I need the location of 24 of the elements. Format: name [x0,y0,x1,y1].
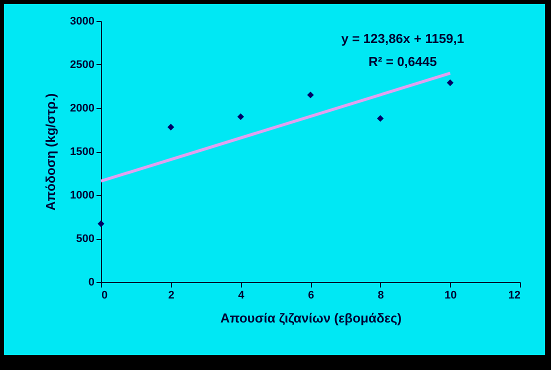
point [98,220,104,228]
point [376,115,384,122]
y-tick-label: 1500 [70,146,94,158]
point [167,124,174,130]
y-tick-label: 1000 [70,190,94,202]
annotation: y = 123,86x + 1159,1 [341,31,464,46]
y-tick-label: 500 [76,233,94,245]
y-tick-label: 2000 [70,102,94,114]
x-tick-label: 8 [378,290,384,302]
annotation: R² = 0,6445 [368,54,437,69]
x-tick-label: 12 [508,290,520,302]
y-tick-label: 0 [88,276,94,288]
y-tick-label: 3000 [70,16,94,28]
x-tick-label: 4 [238,290,246,302]
point [237,113,244,120]
x-tick-label: 2 [168,290,174,302]
x-tick-label: 10 [444,290,457,302]
x-axis-title: Απουσία ζιζανίων (εβομάδες) [220,310,402,326]
x-tick-label: 6 [308,290,314,302]
point [307,92,314,98]
x-tick-label: 0 [102,290,108,302]
y-axis-title: Απόδοση (kg/στρ.) [43,93,58,211]
point [446,79,454,86]
y-tick-label: 2500 [70,59,94,71]
